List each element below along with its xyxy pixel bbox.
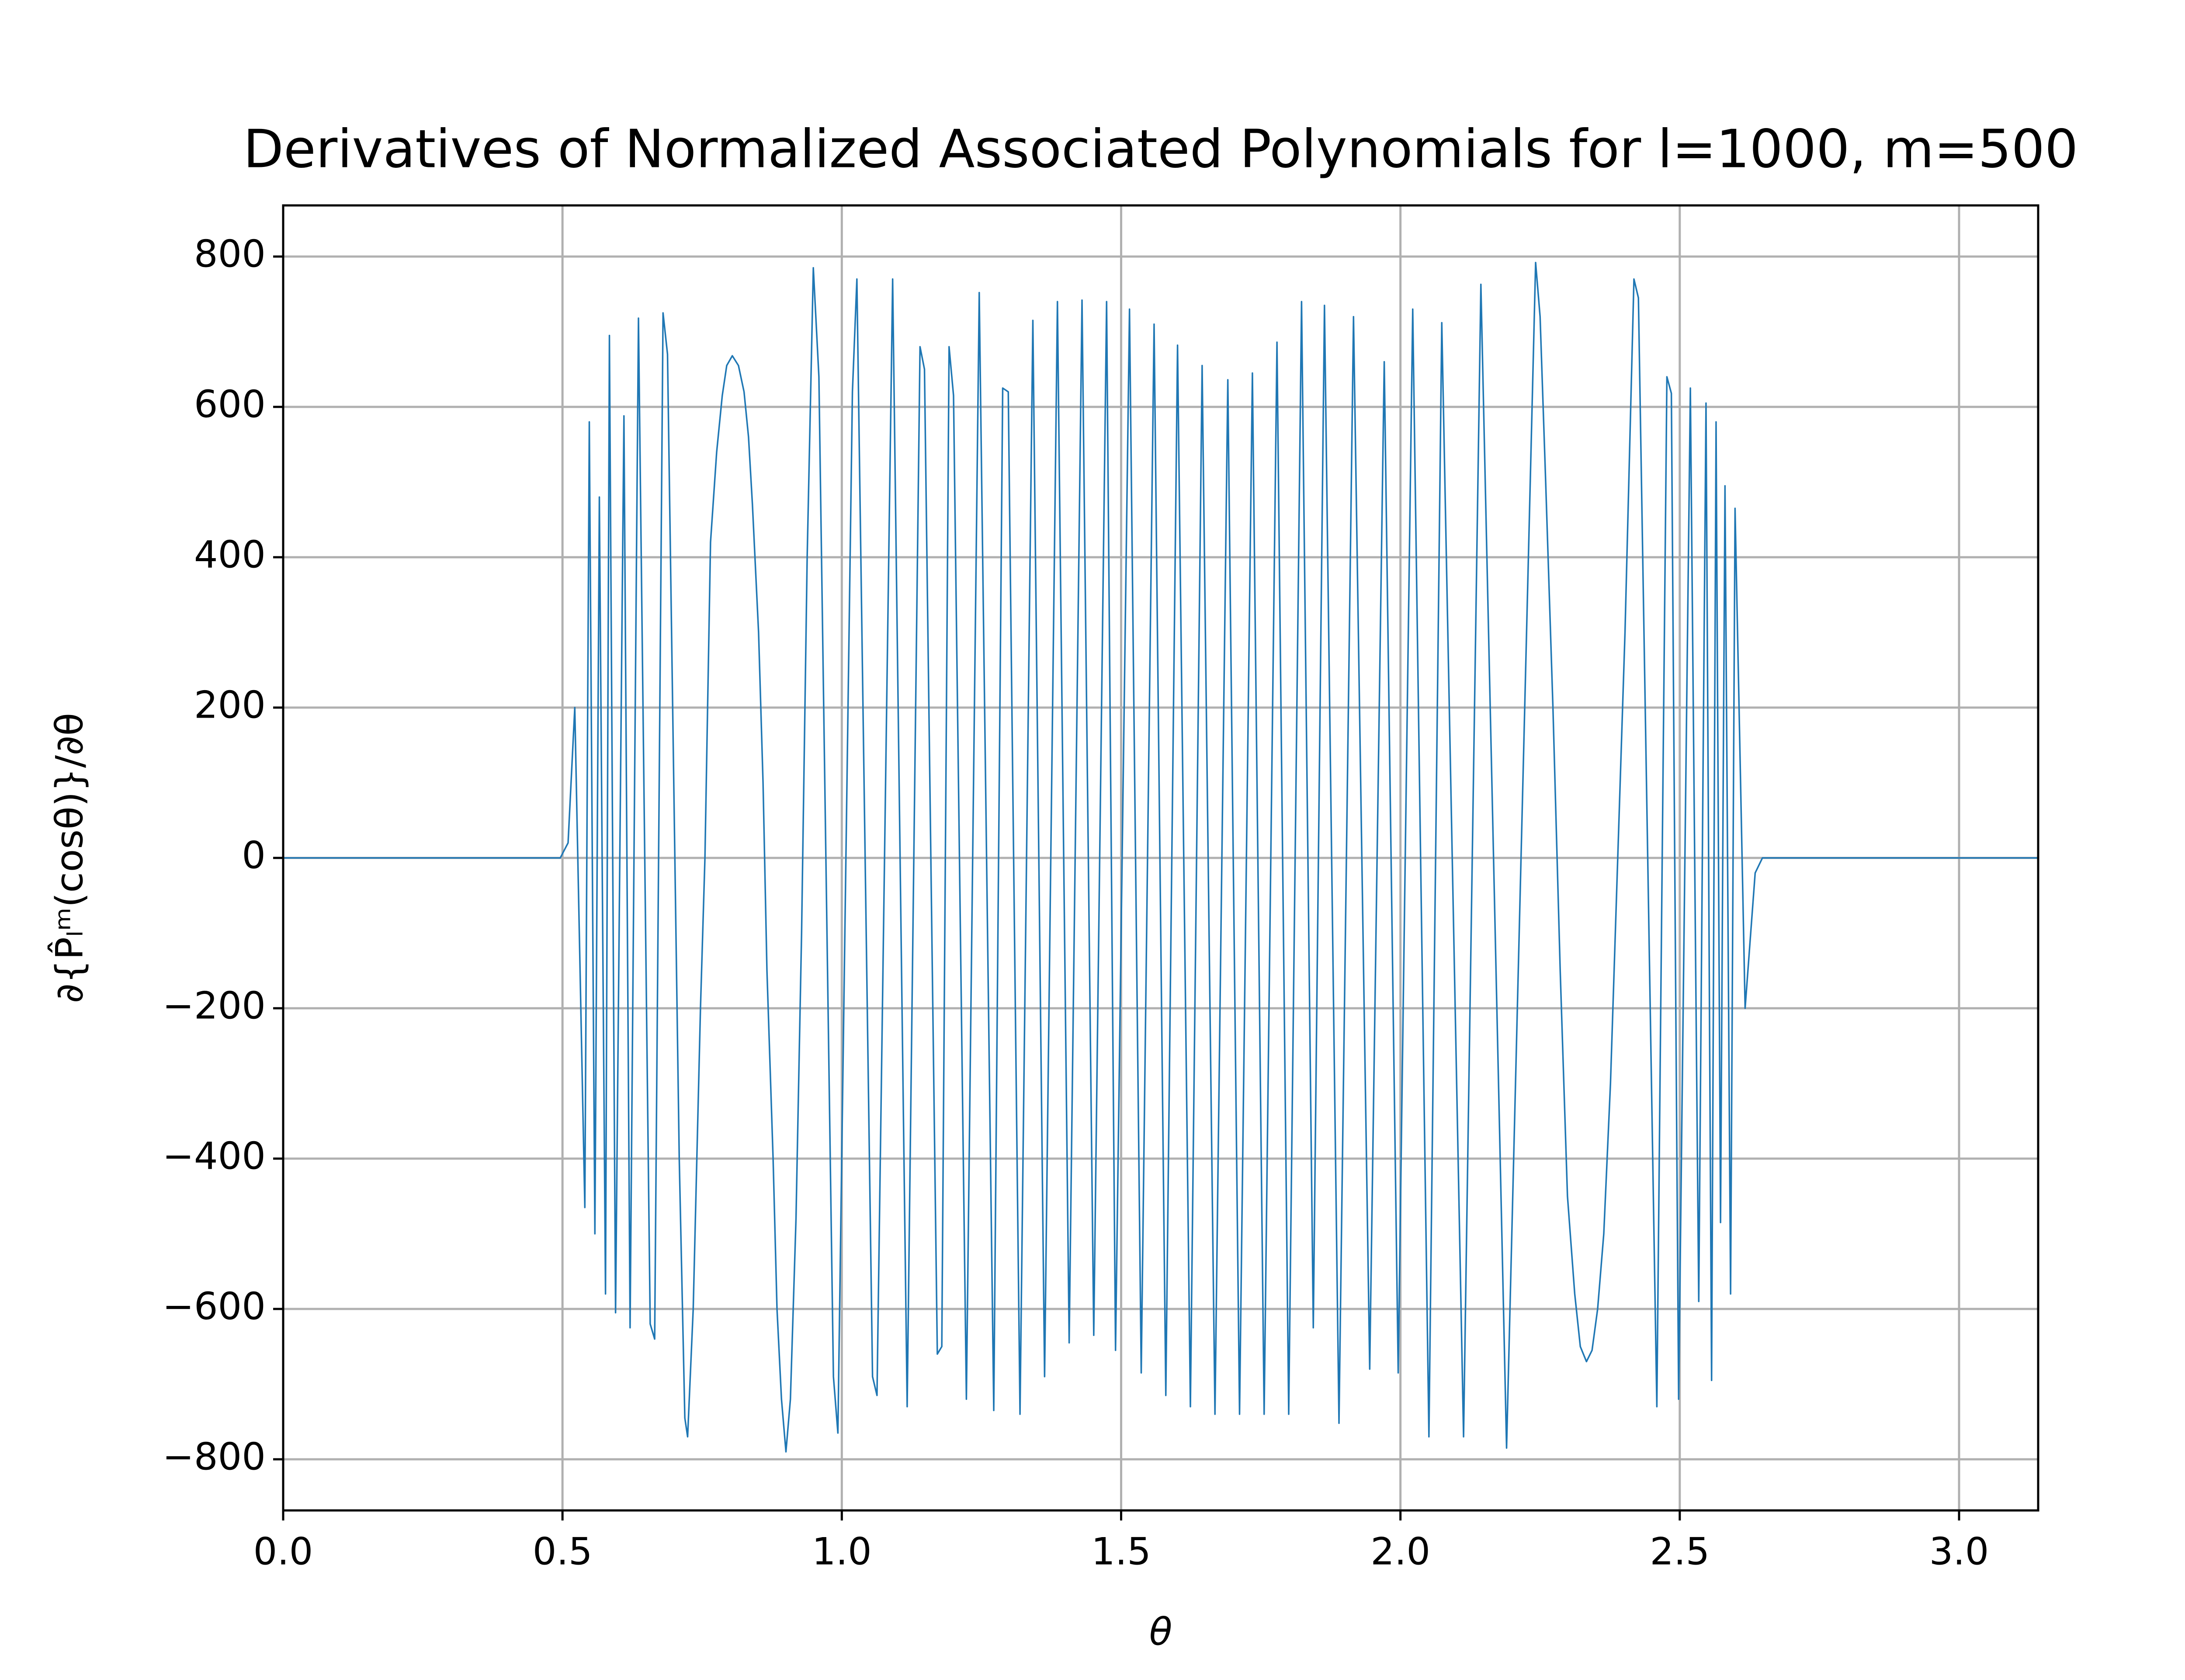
- x-axis-label: θ: [1149, 1610, 1172, 1654]
- y-tick-label: −200: [163, 984, 266, 1027]
- y-tick-label: −600: [163, 1284, 266, 1328]
- y-tick-label: 600: [194, 382, 266, 426]
- y-tick-label: −800: [163, 1435, 266, 1479]
- y-tick-label: 0: [242, 833, 266, 877]
- x-tick-label: 2.0: [1370, 1530, 1430, 1573]
- y-tick-label: 200: [194, 683, 266, 727]
- x-tick-label: 3.0: [1929, 1530, 1989, 1573]
- y-axis-label: ∂{P̂ₗᵐ(cosθ)}/∂θ: [48, 713, 92, 1003]
- y-tick-label: 800: [194, 232, 266, 276]
- data-line: [283, 261, 2038, 1453]
- y-tick-label: −400: [163, 1134, 266, 1178]
- x-tick-label: 0.5: [533, 1530, 593, 1573]
- x-tick-label: 2.5: [1650, 1530, 1710, 1573]
- plot-frame: [282, 204, 2039, 1512]
- chart-title: Derivatives of Normalized Associated Pol…: [243, 119, 2078, 180]
- y-tick-label: 400: [194, 533, 266, 576]
- x-tick-label: 1.5: [1091, 1530, 1151, 1573]
- x-tick-label: 0.0: [253, 1530, 313, 1573]
- x-tick-label: 1.0: [812, 1530, 872, 1573]
